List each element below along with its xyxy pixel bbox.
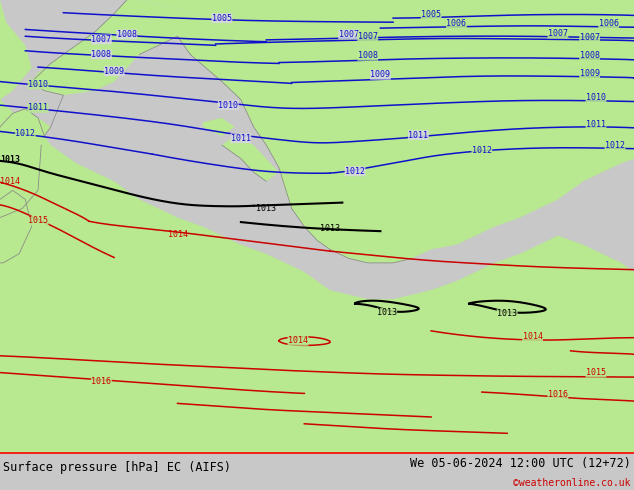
Text: 1014: 1014 bbox=[288, 336, 308, 345]
Polygon shape bbox=[0, 109, 634, 453]
Polygon shape bbox=[203, 118, 235, 136]
Text: 1006: 1006 bbox=[598, 19, 619, 28]
Text: 1008: 1008 bbox=[117, 30, 137, 39]
Polygon shape bbox=[32, 0, 634, 263]
Text: 1013: 1013 bbox=[497, 309, 517, 318]
Text: 1009: 1009 bbox=[579, 69, 600, 78]
Text: 1013: 1013 bbox=[377, 308, 397, 317]
Text: 1008: 1008 bbox=[579, 51, 600, 60]
Text: 1007: 1007 bbox=[548, 29, 568, 38]
Text: 1014: 1014 bbox=[0, 177, 20, 186]
Text: 1016: 1016 bbox=[548, 390, 568, 399]
Text: 1012: 1012 bbox=[15, 129, 36, 138]
Text: 1012: 1012 bbox=[605, 142, 625, 150]
Text: 1013: 1013 bbox=[0, 155, 20, 164]
Polygon shape bbox=[139, 0, 634, 77]
Polygon shape bbox=[0, 0, 32, 218]
Text: 1015: 1015 bbox=[586, 368, 606, 377]
Text: 1014: 1014 bbox=[522, 332, 543, 341]
Text: 1007: 1007 bbox=[91, 35, 112, 44]
Text: We 05-06-2024 12:00 UTC (12+72): We 05-06-2024 12:00 UTC (12+72) bbox=[410, 457, 631, 470]
Polygon shape bbox=[222, 136, 279, 181]
Text: 1012: 1012 bbox=[472, 146, 492, 155]
Text: 1005: 1005 bbox=[421, 10, 441, 19]
Text: 1013: 1013 bbox=[256, 204, 276, 213]
Text: 1008: 1008 bbox=[358, 51, 378, 60]
Text: 1011: 1011 bbox=[408, 130, 429, 140]
Text: 1009: 1009 bbox=[104, 67, 124, 75]
Text: 1015: 1015 bbox=[28, 216, 48, 225]
Text: 1007: 1007 bbox=[579, 33, 600, 42]
Text: 1011: 1011 bbox=[231, 134, 251, 143]
Text: 1012: 1012 bbox=[345, 167, 365, 176]
Text: 1007: 1007 bbox=[339, 30, 359, 39]
Text: Surface pressure [hPa] EC (AIFS): Surface pressure [hPa] EC (AIFS) bbox=[3, 462, 231, 474]
Text: 1009: 1009 bbox=[370, 70, 391, 79]
Polygon shape bbox=[0, 99, 44, 218]
Polygon shape bbox=[0, 191, 32, 263]
Text: 1014: 1014 bbox=[167, 230, 188, 239]
Polygon shape bbox=[0, 0, 32, 99]
Text: 1005: 1005 bbox=[212, 14, 232, 23]
Text: 1007: 1007 bbox=[358, 32, 378, 41]
Text: 1016: 1016 bbox=[91, 377, 112, 386]
Text: 1013: 1013 bbox=[320, 224, 340, 233]
Text: 1008: 1008 bbox=[91, 50, 112, 59]
Text: 1010: 1010 bbox=[586, 94, 606, 102]
Text: 1010: 1010 bbox=[218, 100, 238, 110]
Text: 1011: 1011 bbox=[586, 120, 606, 129]
Text: 1011: 1011 bbox=[28, 103, 48, 112]
Text: 1006: 1006 bbox=[446, 19, 467, 28]
Text: ©weatheronline.co.uk: ©weatheronline.co.uk bbox=[514, 478, 631, 489]
Text: 1010: 1010 bbox=[28, 80, 48, 89]
